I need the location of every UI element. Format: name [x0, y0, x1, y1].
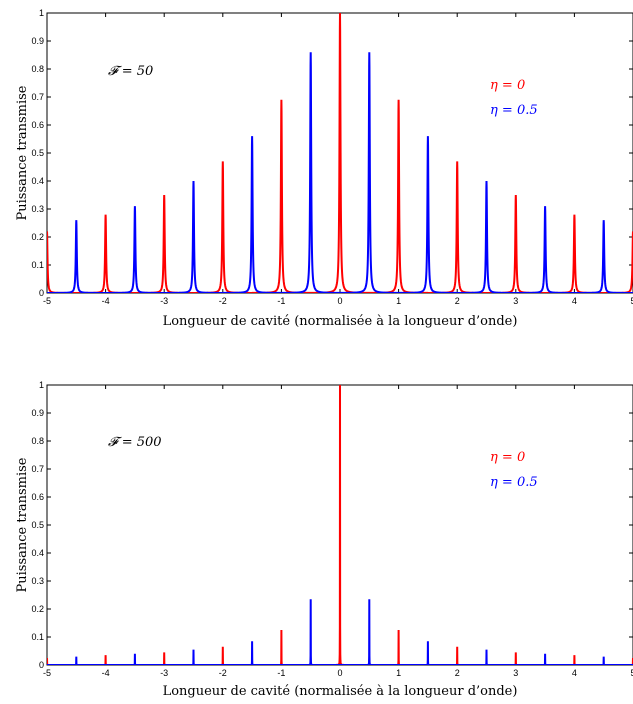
legend-eta-0: η = 0 — [490, 450, 525, 465]
y-tick-label: 0.6 — [31, 492, 44, 502]
legend-eta-0-5: η = 0.5 — [490, 103, 538, 118]
chart-panel-2: -5 -4 -3 -2 -1 0 1 2 3 4 5 0 0.1 0.2 0.3 0.4 0.5 0.6 0.7 0.… — [15, 380, 633, 699]
x-tick-label: -3 — [160, 296, 168, 306]
x-tick-label: 2 — [455, 296, 460, 306]
y-tick-label: 0.7 — [31, 464, 44, 474]
finesse-annotation: 𝓕 = 50 — [108, 64, 153, 79]
x-tick-label: 2 — [455, 668, 460, 678]
chart-panel-1: -5 -4 -3 -2 -1 0 1 2 3 4 5 0 0.1 0.2 0.3 0.4 0.5 0.6 0.7 0.… — [15, 8, 633, 329]
x-tick-label: 3 — [513, 296, 518, 306]
y-tick-label: 0.5 — [31, 148, 44, 158]
x-tick-label: -5 — [43, 296, 51, 306]
y-tick-label: 0.4 — [31, 176, 44, 186]
y-axis-label: Puissance transmise — [15, 457, 30, 592]
x-tick-label: 5 — [630, 296, 633, 306]
finesse-annotation: 𝓕 = 500 — [108, 435, 162, 450]
y-tick-label: 0.3 — [31, 576, 44, 586]
x-axis-label: Longueur de cavité (normalisée à la long… — [163, 314, 518, 329]
legend-eta-0: η = 0 — [490, 78, 525, 93]
y-tick-label: 0 — [39, 660, 44, 670]
y-tick-label: 1 — [39, 8, 44, 18]
x-tick-label: 1 — [396, 296, 401, 306]
x-tick-label: -5 — [43, 668, 51, 678]
y-tick-label: 0.9 — [31, 408, 44, 418]
y-tick-label: 0.8 — [31, 64, 44, 74]
y-tick-label: 0.1 — [31, 632, 44, 642]
x-tick-label: 0 — [337, 668, 342, 678]
y-tick-label: 0.2 — [31, 232, 44, 242]
x-tick-label: 4 — [572, 668, 577, 678]
y-tick-label: 1 — [39, 380, 44, 390]
y-tick-label: 0.3 — [31, 204, 44, 214]
y-tick-label: 0.1 — [31, 260, 44, 270]
x-tick-label: 3 — [513, 668, 518, 678]
x-tick-label: -1 — [277, 296, 285, 306]
x-tick-label: -2 — [219, 296, 227, 306]
y-tick-label: 0 — [39, 288, 44, 298]
x-tick-label: -4 — [102, 296, 110, 306]
y-axis-label: Puissance transmise — [15, 85, 30, 220]
y-tick-label: 0.5 — [31, 520, 44, 530]
y-tick-label: 0.4 — [31, 548, 44, 558]
series-line-eta-0 — [47, 384, 633, 665]
y-tick-label: 0.9 — [31, 36, 44, 46]
x-tick-label: 1 — [396, 668, 401, 678]
x-tick-label: 4 — [572, 296, 577, 306]
y-tick-label: 0.2 — [31, 604, 44, 614]
y-tick-label: 0.7 — [31, 92, 44, 102]
legend-eta-0-5: η = 0.5 — [490, 475, 538, 490]
x-tick-label: -2 — [219, 668, 227, 678]
x-tick-label: -3 — [160, 668, 168, 678]
x-tick-label: -1 — [277, 668, 285, 678]
x-tick-label: -4 — [102, 668, 110, 678]
x-axis-label: Longueur de cavité (normalisée à la long… — [163, 684, 518, 699]
x-tick-label: 0 — [337, 296, 342, 306]
y-tick-label: 0.8 — [31, 436, 44, 446]
series-line-eta-0-5 — [47, 52, 633, 293]
y-tick-label: 0.6 — [31, 120, 44, 130]
x-tick-label: 5 — [630, 668, 633, 678]
